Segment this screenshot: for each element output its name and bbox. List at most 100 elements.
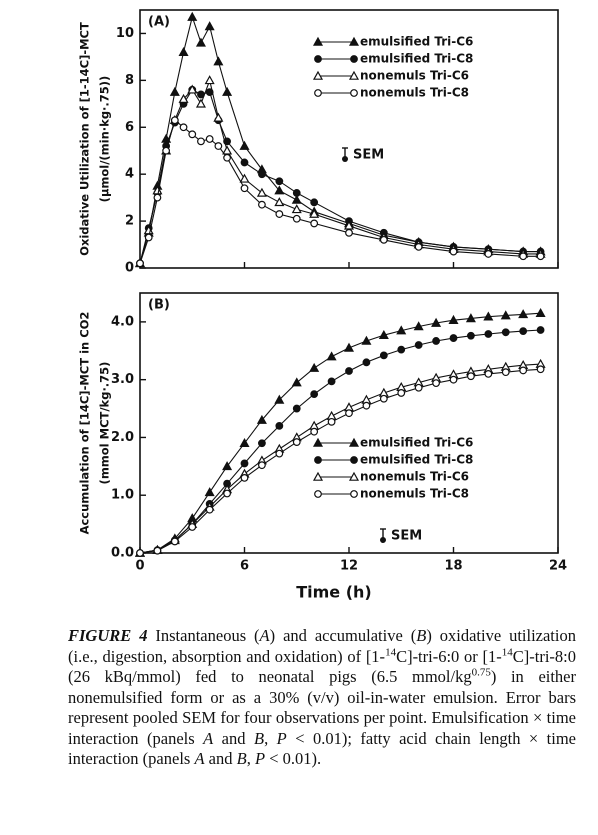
- data-point: [379, 235, 388, 244]
- data-point: [240, 158, 249, 167]
- y-tick-label: 4.0: [111, 314, 134, 329]
- caption-normal: ) in either nonemulsified form or as a 3…: [68, 667, 576, 748]
- data-point: [187, 84, 198, 94]
- data-point: [484, 250, 493, 258]
- legend-marker: [350, 89, 358, 97]
- data-point: [188, 130, 197, 139]
- data-point: [274, 185, 285, 195]
- data-point: [170, 116, 179, 125]
- data-point: [449, 247, 458, 256]
- y-tick-label: 4: [125, 167, 134, 182]
- x-axis-label: Time (h): [296, 583, 372, 602]
- caption-normal: C]-tri-6:0 or [1-: [396, 646, 502, 666]
- data-point: [205, 135, 214, 143]
- data-point: [343, 342, 355, 352]
- data-point: [258, 170, 266, 179]
- legend-marker: [314, 55, 322, 63]
- data-point: [519, 252, 528, 261]
- series-line: [139, 363, 541, 554]
- y-axis-label: Accumulation of [14C]-MCT in CO2: [78, 312, 92, 535]
- data-point: [397, 389, 406, 397]
- data-point: [449, 375, 458, 384]
- data-point: [414, 242, 423, 251]
- caption-normal: and: [204, 749, 237, 768]
- legend-marker: [348, 471, 360, 481]
- legend-marker: [314, 89, 322, 97]
- data-point: [465, 313, 476, 323]
- data-point: [187, 11, 198, 21]
- data-point: [309, 208, 320, 218]
- y-tick-label: 3.0: [111, 372, 134, 387]
- data-point: [345, 228, 353, 237]
- caption-italic: B: [236, 749, 247, 768]
- annotation: SEM: [353, 148, 384, 163]
- legend-marker: [312, 471, 324, 481]
- data-point: [197, 137, 205, 146]
- y-axis-label: (mmol MCT/kg·.75): [98, 362, 112, 485]
- panel-label: (A): [148, 15, 170, 30]
- data-point: [519, 366, 528, 375]
- caption-normal: C]-tri-8:0 (26 kBq/mmol) fed to neonatal…: [68, 646, 576, 687]
- data-point: [310, 198, 319, 207]
- caption-normal: ) oxidative utilization (i.e., digestion…: [68, 626, 576, 666]
- data-point: [483, 311, 494, 321]
- caption-italic: P: [254, 749, 266, 768]
- data-point: [309, 362, 320, 372]
- legend-marker: [348, 36, 360, 46]
- caption-normal: < 0.01).: [265, 749, 322, 768]
- data-point: [291, 194, 302, 204]
- sem-dot: [342, 156, 348, 162]
- data-point: [292, 189, 301, 197]
- data-point: [179, 123, 188, 132]
- data-point: [500, 310, 511, 320]
- data-point: [213, 56, 224, 66]
- data-point: [239, 140, 250, 150]
- data-point: [256, 187, 267, 197]
- y-tick-label: 0: [125, 261, 134, 276]
- x-tick-label: 24: [549, 559, 567, 574]
- data-point: [223, 153, 231, 162]
- annotation: SEM: [391, 529, 422, 544]
- data-point: [327, 377, 336, 386]
- y-tick-label: 2.0: [111, 430, 134, 445]
- caption-sup: 0.75: [471, 666, 491, 679]
- legend-marker: [348, 70, 360, 80]
- data-point: [239, 437, 250, 448]
- caption-normal: and: [213, 728, 254, 748]
- data-point: [345, 367, 353, 375]
- legend-label: emulsified Tri-C8: [360, 453, 473, 467]
- data-point: [501, 328, 510, 337]
- series-line: [139, 88, 541, 264]
- x-tick-label: 6: [240, 559, 249, 574]
- data-point: [204, 21, 215, 31]
- caption-normal: < 0.01); fatty acid chain length × time …: [68, 728, 577, 769]
- data-point: [256, 414, 267, 424]
- data-point: [413, 321, 424, 331]
- series-line: [139, 312, 541, 554]
- x-tick-label: 18: [444, 559, 462, 574]
- legend-marker: [312, 437, 324, 447]
- data-point: [292, 214, 301, 223]
- data-point: [240, 473, 249, 482]
- y-axis-label: Oxidative Utilization of [1-14C]-MCT: [78, 22, 92, 256]
- data-point: [379, 394, 388, 403]
- data-point: [136, 549, 144, 557]
- data-point: [362, 401, 371, 410]
- data-point: [414, 341, 423, 349]
- caption-label: FIGURE 4: [68, 626, 148, 645]
- data-point: [153, 546, 162, 555]
- data-point: [240, 459, 249, 468]
- data-point: [188, 523, 197, 531]
- caption-sup: 14: [385, 646, 397, 658]
- data-point: [397, 345, 406, 354]
- data-point: [310, 427, 319, 436]
- data-point: [518, 309, 529, 319]
- data-point: [204, 75, 215, 85]
- data-point: [239, 173, 250, 183]
- data-point: [162, 146, 171, 155]
- data-point: [396, 325, 407, 335]
- data-point: [144, 233, 153, 242]
- data-point: [205, 505, 214, 514]
- data-point: [275, 177, 284, 186]
